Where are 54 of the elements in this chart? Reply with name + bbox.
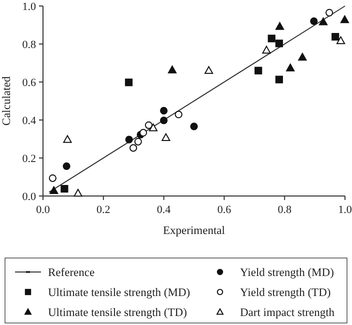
point (268, 34, 276, 42)
y-tick-label: 0.4 (22, 115, 36, 127)
x-tick-label: 0.6 (217, 204, 232, 216)
y-tick-label: 0.8 (22, 39, 36, 51)
legend-label: Yield strength (MD) (240, 267, 334, 279)
y-tick-label: 0.6 (22, 77, 36, 89)
point (275, 76, 283, 84)
point (130, 144, 138, 152)
point (162, 133, 170, 141)
point (325, 8, 334, 16)
x-tick-label: 0.0 (36, 204, 50, 216)
point (48, 174, 56, 182)
x-tick-label: 0.2 (96, 204, 110, 216)
point (275, 22, 284, 30)
point (50, 186, 58, 194)
point (174, 110, 182, 118)
point (336, 36, 346, 44)
y-axis-title: Calculated (1, 76, 13, 126)
point (160, 116, 168, 124)
legend-label: Dart impact strength (240, 307, 335, 319)
y-tick-label: 0.2 (22, 153, 36, 165)
point (124, 78, 133, 86)
legend-label: Yield strength (TD) (240, 287, 331, 299)
point (134, 138, 142, 146)
point (254, 66, 262, 74)
point (332, 32, 340, 41)
point (318, 18, 328, 26)
point (262, 46, 271, 54)
point (310, 17, 318, 25)
point (144, 121, 152, 129)
legend-label: Ultimate tensile strength (TD) (48, 307, 188, 319)
x-tick-label: 0.8 (278, 204, 292, 216)
point (62, 162, 70, 170)
x-tick-label: 1.0 (338, 204, 352, 216)
x-tick-label: 0.4 (156, 204, 172, 216)
legend-label: Reference (48, 267, 95, 279)
point (340, 15, 349, 24)
x-axis-title: Experimental (163, 225, 225, 237)
point (139, 128, 148, 137)
point (190, 122, 198, 130)
point (63, 135, 72, 143)
point (160, 106, 168, 114)
point (298, 52, 307, 61)
point (148, 124, 158, 132)
point (74, 188, 82, 197)
point (125, 136, 133, 144)
point (275, 40, 283, 48)
point (168, 66, 177, 74)
y-tick-label: 1.0 (22, 1, 36, 13)
point (286, 64, 295, 72)
y-tick-label: 0.0 (22, 191, 36, 203)
point (60, 184, 68, 193)
legend-label: Ultimate tensile strength (MD) (48, 287, 190, 299)
point (204, 66, 214, 74)
